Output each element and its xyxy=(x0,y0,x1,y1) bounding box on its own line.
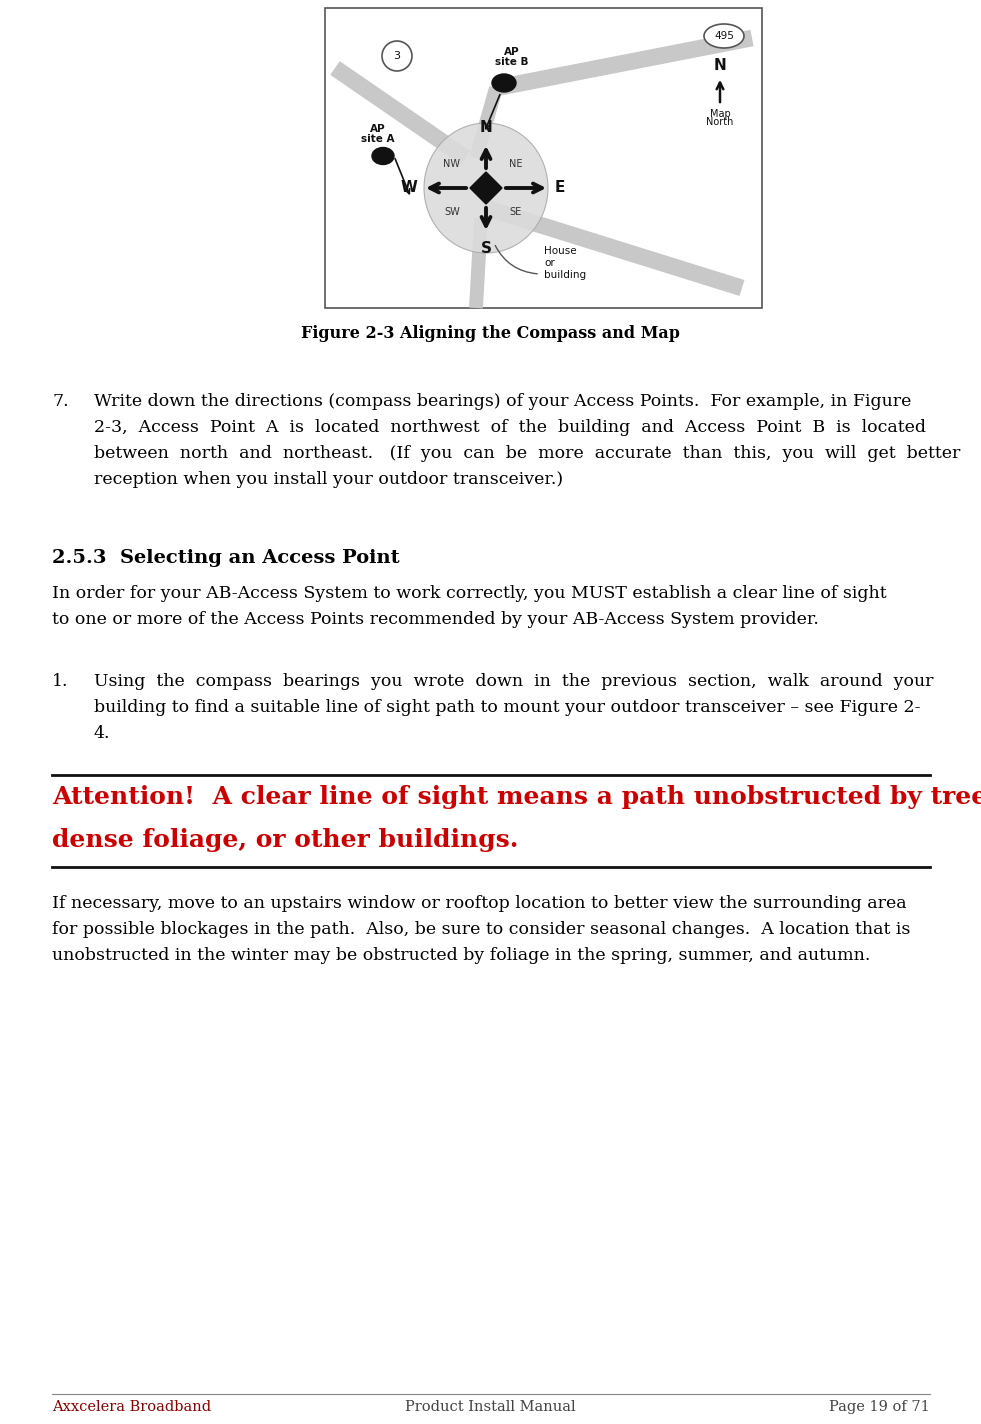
Ellipse shape xyxy=(372,148,394,165)
Text: House: House xyxy=(544,246,577,256)
Text: If necessary, move to an upstairs window or rooftop location to better view the : If necessary, move to an upstairs window… xyxy=(52,896,906,911)
Text: Axxcelera Broadband: Axxcelera Broadband xyxy=(52,1400,211,1414)
Text: building to find a suitable line of sight path to mount your outdoor transceiver: building to find a suitable line of sigh… xyxy=(94,699,920,716)
Text: for possible blockages in the path.  Also, be sure to consider seasonal changes.: for possible blockages in the path. Also… xyxy=(52,921,910,938)
Ellipse shape xyxy=(424,122,548,253)
Ellipse shape xyxy=(492,74,516,93)
Text: 2-3,  Access  Point  A  is  located  northwest  of  the  building  and  Access  : 2-3, Access Point A is located northwest… xyxy=(94,419,926,436)
Text: N: N xyxy=(480,120,492,135)
Text: 4.: 4. xyxy=(94,725,111,742)
Text: building: building xyxy=(544,271,586,281)
Text: AP: AP xyxy=(370,124,386,134)
Bar xyxy=(325,9,762,308)
Circle shape xyxy=(382,41,412,71)
Text: N: N xyxy=(713,58,726,73)
Text: 7.: 7. xyxy=(52,393,69,410)
Text: North: North xyxy=(706,117,734,127)
Text: AP: AP xyxy=(504,47,520,57)
Text: Figure 2-3 Aligning the Compass and Map: Figure 2-3 Aligning the Compass and Map xyxy=(300,325,680,342)
Text: Page 19 of 71: Page 19 of 71 xyxy=(829,1400,930,1414)
Text: Using  the  compass  bearings  you  wrote  down  in  the  previous  section,  wa: Using the compass bearings you wrote dow… xyxy=(94,674,934,691)
Text: Attention!  A clear line of sight means a path unobstructed by trees,: Attention! A clear line of sight means a… xyxy=(52,785,981,809)
Text: Write down the directions (compass bearings) of your Access Points.  For example: Write down the directions (compass beari… xyxy=(94,393,911,410)
Text: 3: 3 xyxy=(393,51,400,61)
Text: NE: NE xyxy=(509,159,523,169)
Text: between  north  and  northeast.   (If  you  can  be  more  accurate  than  this,: between north and northeast. (If you can… xyxy=(94,444,960,461)
Text: or: or xyxy=(544,258,554,268)
Text: 495: 495 xyxy=(714,31,734,41)
Text: site A: site A xyxy=(361,134,394,144)
Text: to one or more of the Access Points recommended by your AB-Access System provide: to one or more of the Access Points reco… xyxy=(52,611,819,628)
Polygon shape xyxy=(470,172,502,204)
Text: 2.5.3  Selecting an Access Point: 2.5.3 Selecting an Access Point xyxy=(52,550,399,567)
Text: Map: Map xyxy=(709,110,731,120)
Text: E: E xyxy=(555,181,565,195)
Text: Product Install Manual: Product Install Manual xyxy=(405,1400,575,1414)
Text: In order for your AB-Access System to work correctly, you MUST establish a clear: In order for your AB-Access System to wo… xyxy=(52,585,887,602)
Text: reception when you install your outdoor transceiver.): reception when you install your outdoor … xyxy=(94,471,563,488)
Text: S: S xyxy=(481,241,491,256)
Text: 1.: 1. xyxy=(52,674,69,691)
Text: unobstructed in the winter may be obstructed by foliage in the spring, summer, a: unobstructed in the winter may be obstru… xyxy=(52,947,870,964)
Text: site B: site B xyxy=(495,57,529,67)
Text: dense foliage, or other buildings.: dense foliage, or other buildings. xyxy=(52,829,518,852)
Text: W: W xyxy=(400,181,417,195)
Ellipse shape xyxy=(704,24,744,48)
Text: SE: SE xyxy=(510,206,522,216)
Text: NW: NW xyxy=(443,159,460,169)
Text: SW: SW xyxy=(444,206,460,216)
